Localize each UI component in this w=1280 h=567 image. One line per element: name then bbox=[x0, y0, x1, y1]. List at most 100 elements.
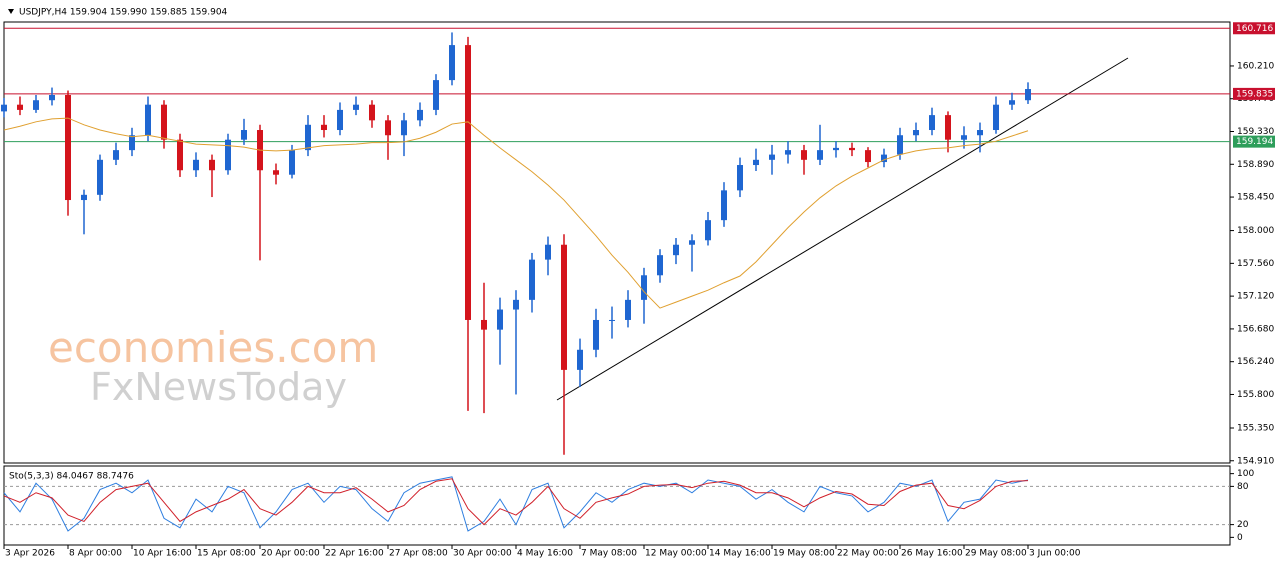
candle-body bbox=[273, 170, 279, 175]
candle-body bbox=[193, 159, 199, 171]
candle-body bbox=[305, 124, 311, 151]
candle-body bbox=[689, 240, 695, 245]
candle-body bbox=[113, 150, 119, 160]
candle-body bbox=[529, 259, 535, 300]
candle-body bbox=[609, 319, 615, 321]
candle-body bbox=[945, 115, 951, 140]
candle-body bbox=[785, 150, 791, 155]
candle-body bbox=[449, 45, 455, 81]
candle-body bbox=[913, 130, 919, 136]
candle-body bbox=[401, 120, 407, 136]
candle-body bbox=[241, 130, 247, 140]
y-tick-label: 159.330 bbox=[1237, 127, 1274, 137]
candle-body bbox=[849, 147, 855, 151]
y-tick-label: 155.350 bbox=[1237, 423, 1274, 433]
x-tick-label: 27 Apr 08:00 bbox=[389, 549, 448, 559]
candle-body bbox=[481, 319, 487, 330]
x-tick-label: 3 Apr 2026 bbox=[5, 549, 55, 559]
x-tick-label: 10 Apr 16:00 bbox=[133, 549, 192, 559]
candle-body bbox=[897, 135, 903, 155]
x-tick-label: 26 May 16:00 bbox=[901, 549, 963, 559]
y-tick-label: 155.800 bbox=[1237, 390, 1274, 400]
level-label: 159.194 bbox=[1236, 137, 1273, 147]
candle-body bbox=[977, 130, 983, 136]
candle-body bbox=[881, 154, 887, 163]
candle-body bbox=[1009, 100, 1015, 105]
candle-body bbox=[145, 104, 151, 136]
candle-body bbox=[385, 120, 391, 136]
candle-body bbox=[929, 115, 935, 131]
candle-body bbox=[1025, 89, 1031, 101]
candle-body bbox=[49, 95, 55, 101]
candle-body bbox=[433, 80, 439, 110]
y-tick-label: 156.240 bbox=[1237, 357, 1274, 367]
level-label: 159.835 bbox=[1236, 89, 1273, 99]
candle-body bbox=[177, 139, 183, 171]
x-tick-label: 20 Apr 00:00 bbox=[261, 549, 320, 559]
level-tag bbox=[1233, 87, 1275, 100]
candle-body bbox=[513, 299, 519, 310]
y-tick-label: 158.890 bbox=[1237, 160, 1274, 170]
x-tick-label: 22 May 00:00 bbox=[837, 549, 899, 559]
trendline bbox=[556, 57, 1129, 401]
candle-body bbox=[625, 299, 631, 320]
candle-body bbox=[801, 150, 807, 160]
x-tick-label: 7 May 08:00 bbox=[581, 549, 637, 559]
candle-body bbox=[65, 95, 71, 201]
candle-body bbox=[1, 104, 7, 112]
stoch-tick-label: 100 bbox=[1237, 469, 1254, 479]
candle-body bbox=[593, 319, 599, 350]
y-tick-label: 154.910 bbox=[1237, 456, 1274, 466]
menu-arrow bbox=[8, 9, 14, 14]
candle-body bbox=[753, 159, 759, 166]
x-tick-label: 19 May 08:00 bbox=[773, 549, 835, 559]
stoch-tick-label: 0 bbox=[1237, 533, 1243, 543]
x-tick-label: 4 May 16:00 bbox=[517, 549, 573, 559]
stoch-tick-label: 20 bbox=[1237, 520, 1249, 530]
moving-average bbox=[3, 117, 1029, 309]
x-tick-label: 14 May 16:00 bbox=[709, 549, 771, 559]
x-tick-label: 15 Apr 08:00 bbox=[197, 549, 256, 559]
candle-body bbox=[97, 159, 103, 195]
candle-body bbox=[225, 139, 231, 171]
stoch-tick-label: 80 bbox=[1237, 482, 1249, 492]
level-label: 160.716 bbox=[1236, 24, 1273, 34]
level-tag bbox=[1233, 22, 1275, 35]
x-tick-label: 8 Apr 00:00 bbox=[69, 549, 122, 559]
candle-body bbox=[833, 147, 839, 151]
x-tick-label: 29 May 08:00 bbox=[965, 549, 1027, 559]
y-tick-label: 158.000 bbox=[1237, 226, 1274, 236]
candle-body bbox=[961, 135, 967, 140]
watermark: FxNewsToday bbox=[90, 365, 347, 409]
x-tick-label: 22 Apr 16:00 bbox=[325, 549, 384, 559]
candle-body bbox=[737, 165, 743, 191]
candle-body bbox=[993, 104, 999, 131]
y-tick-label: 157.120 bbox=[1237, 292, 1274, 302]
y-tick-label: 157.560 bbox=[1237, 259, 1274, 269]
stoch-title: Sto(5,3,3) 84.0467 88.7476 bbox=[9, 472, 134, 482]
candle-body bbox=[337, 109, 343, 131]
candle-body bbox=[497, 309, 503, 330]
candle-body bbox=[705, 220, 711, 241]
candle-body bbox=[33, 100, 39, 110]
candle-body bbox=[769, 154, 775, 160]
candle-body bbox=[161, 104, 167, 140]
candle-body bbox=[353, 104, 359, 110]
candle-body bbox=[129, 135, 135, 151]
candle-body bbox=[865, 150, 871, 163]
candle-body bbox=[721, 190, 727, 221]
watermark: economies.com bbox=[48, 323, 378, 372]
x-tick-label: 30 Apr 00:00 bbox=[453, 549, 512, 559]
candle-body bbox=[465, 45, 471, 320]
candle-body bbox=[673, 244, 679, 256]
candle-body bbox=[417, 109, 423, 121]
y-tick-label: 156.680 bbox=[1237, 324, 1274, 334]
candle-body bbox=[561, 244, 567, 370]
stoch-line bbox=[3, 476, 1029, 532]
candle-body bbox=[657, 255, 663, 276]
stoch-line bbox=[3, 478, 1029, 526]
candle-body bbox=[289, 150, 295, 175]
y-tick-label: 158.450 bbox=[1237, 193, 1274, 203]
chart-title: USDJPY,H4 159.904 159.990 159.885 159.90… bbox=[19, 8, 228, 18]
